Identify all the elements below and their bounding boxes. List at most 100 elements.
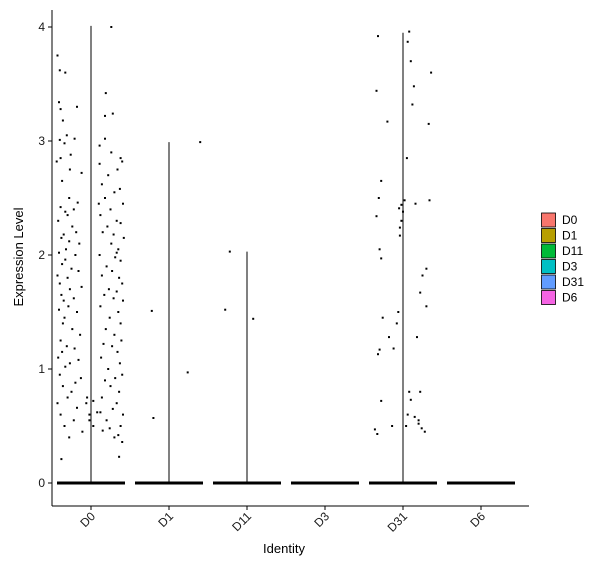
data-point <box>118 455 121 458</box>
data-point <box>122 236 125 239</box>
data-point <box>117 248 120 251</box>
data-point <box>108 427 111 430</box>
violin-base <box>213 481 281 485</box>
data-point <box>80 171 83 174</box>
data-point <box>64 258 67 261</box>
data-point <box>423 430 426 433</box>
data-point <box>118 187 121 190</box>
data-point <box>63 142 66 145</box>
data-point <box>73 347 76 350</box>
data-point <box>61 350 64 353</box>
data-point <box>76 105 78 108</box>
legend-label-D11: D11 <box>562 244 583 258</box>
data-point <box>380 399 383 402</box>
data-point <box>420 427 423 430</box>
data-point <box>58 373 61 376</box>
y-axis-title: Expression Level <box>11 207 26 306</box>
data-point <box>103 293 106 296</box>
data-point <box>66 396 69 399</box>
data-point <box>102 342 105 345</box>
data-point <box>398 234 401 237</box>
data-point <box>71 225 74 228</box>
data-point <box>224 308 227 311</box>
data-point <box>417 419 420 422</box>
data-point <box>73 137 76 140</box>
data-point <box>100 274 103 277</box>
legend-key-D31 <box>541 274 556 290</box>
data-point <box>381 316 384 319</box>
y-tick-label: 4 <box>38 20 45 34</box>
data-point <box>403 199 406 202</box>
data-point <box>92 425 95 427</box>
data-point <box>98 254 101 256</box>
data-point <box>57 219 60 222</box>
data-point <box>113 191 116 194</box>
x-axis-title: Identity <box>263 541 305 556</box>
legend-label-D31: D31 <box>562 275 584 289</box>
legend-key-D0 <box>541 212 556 228</box>
data-point <box>386 120 389 123</box>
data-point <box>67 305 70 308</box>
data-point <box>101 429 104 432</box>
violin-base <box>57 481 125 485</box>
data-point <box>412 85 415 88</box>
data-point <box>58 101 60 104</box>
data-point <box>413 415 416 418</box>
data-point <box>76 406 78 409</box>
data-point <box>59 339 62 342</box>
data-point <box>75 231 78 234</box>
legend-key-D3 <box>541 259 556 274</box>
x-axis-ticks: D0 D1 D11 D3 D31 D6 <box>77 506 488 535</box>
data-point <box>116 168 119 171</box>
data-point <box>60 458 63 461</box>
data-point <box>402 210 404 213</box>
data-point <box>68 240 71 243</box>
violin-D3 <box>291 481 359 485</box>
data-point <box>375 215 378 218</box>
data-point <box>74 381 77 384</box>
data-point <box>119 259 122 262</box>
data-point <box>60 293 63 296</box>
data-point <box>377 35 379 38</box>
data-point <box>110 151 113 154</box>
data-point <box>79 333 82 336</box>
data-point <box>417 422 420 425</box>
data-point <box>76 311 78 313</box>
data-point <box>58 251 60 254</box>
data-point <box>68 288 71 291</box>
data-point <box>419 390 422 393</box>
data-point <box>58 308 60 311</box>
data-point <box>113 436 116 439</box>
data-point <box>121 282 124 285</box>
data-point <box>118 362 121 365</box>
violin-D1 <box>135 142 203 485</box>
data-point <box>107 174 110 177</box>
data-point <box>430 71 433 74</box>
violin-D31 <box>369 32 437 485</box>
data-point <box>373 428 376 431</box>
data-point <box>377 353 379 356</box>
data-point <box>406 413 409 416</box>
data-point <box>61 322 64 325</box>
data-point <box>61 385 64 388</box>
data-point <box>88 413 91 416</box>
data-point <box>117 434 120 437</box>
data-point <box>62 233 65 236</box>
data-point <box>405 157 408 160</box>
data-point <box>421 274 424 277</box>
data-point <box>228 250 231 253</box>
data-point <box>112 297 115 300</box>
data-point <box>104 137 106 140</box>
plot-panel: 0 1 2 3 4 D0 D1 D11 D3 D31 D6 <box>38 10 529 535</box>
data-point <box>65 134 68 137</box>
data-point <box>425 267 428 270</box>
violin-base <box>369 481 437 485</box>
y-tick-label: 2 <box>38 248 45 262</box>
data-point <box>400 219 403 222</box>
data-point <box>97 202 100 205</box>
data-point <box>68 436 71 439</box>
data-point <box>68 362 71 365</box>
x-tick-label-D0: D0 <box>77 509 98 530</box>
data-point <box>115 219 118 222</box>
